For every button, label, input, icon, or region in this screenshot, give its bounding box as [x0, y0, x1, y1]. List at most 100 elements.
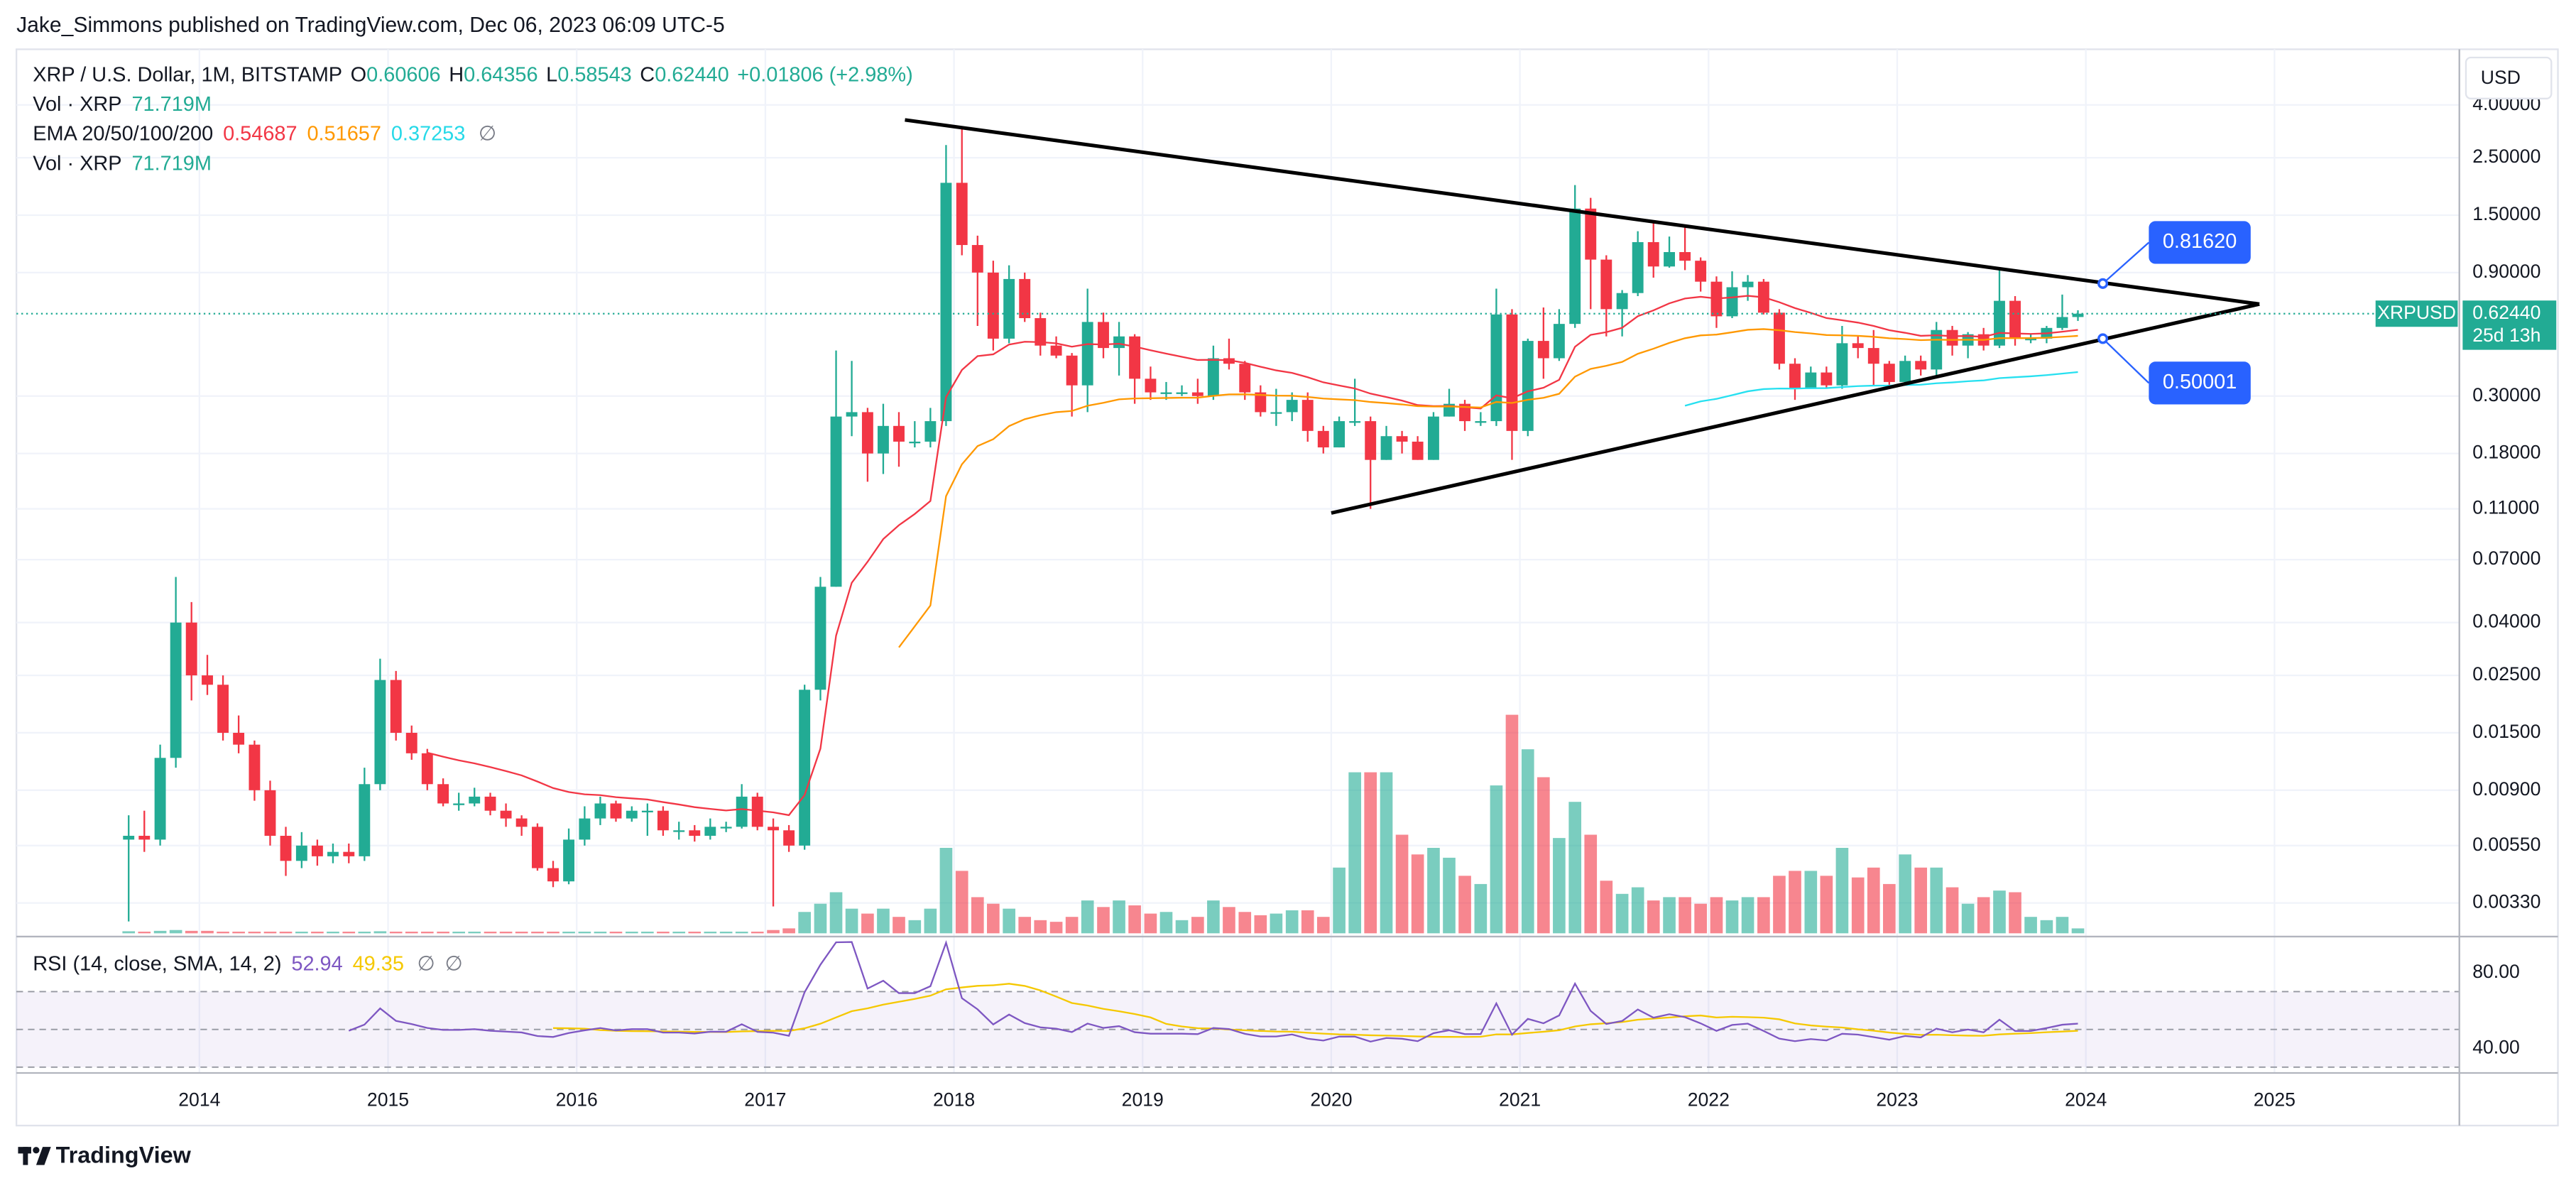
x-tick-label: 2024: [2065, 1089, 2107, 1110]
volume-bar: [1631, 887, 1644, 934]
countdown-label: 25d 13h: [2472, 325, 2540, 346]
volume-bar: [1474, 883, 1488, 934]
volume-bar: [420, 932, 434, 934]
candle-body: [1773, 312, 1785, 364]
candle-body: [249, 744, 261, 790]
currency-box[interactable]: [2465, 56, 2553, 99]
candle-body: [673, 830, 685, 832]
callout-connector: [2102, 338, 2150, 384]
volume-bar: [893, 917, 905, 934]
symbol-tag-label: XRPUSD: [2377, 302, 2456, 323]
volume-bar: [1490, 785, 1503, 934]
candle-body: [1522, 341, 1534, 431]
candle-body: [1066, 355, 1078, 386]
candle-body: [1301, 400, 1314, 431]
candle-body: [1081, 322, 1093, 386]
candle-body: [1679, 251, 1691, 261]
volume-bar: [955, 871, 968, 934]
ema-name: EMA 20/50/100/200: [33, 122, 213, 145]
volume-bar: [719, 932, 733, 934]
volume-bar: [1820, 876, 1833, 934]
volume-bar: [1757, 897, 1770, 934]
candle-body: [1805, 372, 1817, 389]
volume-bar: [1537, 777, 1550, 934]
candle-body: [390, 680, 402, 733]
volume-bar: [908, 920, 922, 934]
candle-body: [405, 732, 417, 753]
candle-body: [1396, 436, 1408, 442]
candle-body: [846, 412, 858, 417]
candle-body: [1019, 278, 1031, 319]
volume-bar: [1694, 903, 1707, 934]
rsi-name: RSI (14, close, SMA, 14, 2): [33, 952, 281, 975]
ema-value: 0.54687: [223, 122, 297, 145]
volume-bar: [688, 932, 702, 934]
volume-bar: [704, 932, 717, 934]
candle-body: [327, 851, 339, 856]
callout-label: 0.50001: [2163, 371, 2237, 393]
volume-value: 71.719M: [131, 93, 211, 116]
x-tick-label: 2015: [367, 1089, 409, 1110]
candle-body: [736, 796, 748, 827]
logo-part: [36, 1147, 51, 1165]
currency: USD: [2481, 67, 2521, 88]
volume-bar: [641, 932, 654, 934]
volume-bar: [1521, 749, 1534, 934]
candle-body: [1506, 314, 1518, 431]
ema-line: [427, 295, 2078, 817]
grid-layer: [16, 49, 2460, 1074]
volume-name: Vol · XRP: [33, 152, 121, 175]
callout-point: [2097, 333, 2109, 344]
candle-body: [814, 587, 826, 690]
ema-icon[interactable]: ∅: [479, 122, 496, 145]
candle-body: [924, 421, 937, 442]
volume-bar: [327, 932, 339, 934]
volume-bar: [751, 932, 764, 934]
ohlc-key: O: [351, 63, 366, 86]
volume-bar: [1348, 772, 1361, 934]
candle-body: [987, 272, 999, 339]
symbol-tag: [2375, 300, 2458, 327]
footer-logo: [18, 1147, 51, 1165]
x-tick-label: 2017: [744, 1089, 786, 1110]
candle-body: [484, 796, 496, 811]
volume-bar: [138, 932, 151, 934]
volume-bar: [1647, 900, 1660, 934]
volume-bar: [499, 932, 513, 934]
volume-bar: [547, 932, 560, 934]
volume-bar: [1097, 907, 1110, 934]
candle-body: [783, 830, 795, 846]
candle-body: [233, 732, 245, 745]
ohlc-value: 0.58543: [557, 63, 631, 86]
callout-connector: [2102, 241, 2150, 285]
candle-body: [1899, 361, 1911, 382]
rsi-icon[interactable]: ∅: [417, 952, 435, 975]
candle-body: [1160, 392, 1172, 394]
volume-bar: [1254, 915, 1267, 934]
volume-value: 71.719M: [131, 152, 211, 175]
volume-bar: [1380, 772, 1393, 934]
candle-body: [343, 851, 355, 856]
volume-bar: [1364, 772, 1377, 934]
volume-bar: [295, 932, 308, 934]
candle-body: [1585, 208, 1597, 260]
candle-body: [1050, 345, 1062, 356]
rsi-icon[interactable]: ∅: [445, 952, 463, 975]
rsi-value: 52.94: [291, 952, 342, 975]
y-tick-label: 0.02500: [2472, 663, 2540, 685]
ohlc-value: 0.62440: [655, 63, 728, 86]
candle-body: [751, 796, 763, 827]
volume-bar: [185, 930, 198, 934]
y-tick-label: 0.01500: [2472, 721, 2540, 742]
callout-box: [2149, 361, 2251, 405]
volume-bar: [1034, 920, 1047, 934]
x-tick-label: 2023: [1876, 1089, 1918, 1110]
volume-bar: [1710, 897, 1723, 934]
legend-volume: Vol · XRP 71.719M: [33, 152, 212, 175]
symbol: XRP / U.S. Dollar, 1M, BITSTAMP: [33, 63, 342, 86]
x-tick-label: 2019: [1122, 1089, 1164, 1110]
volume-bar: [2024, 917, 2037, 934]
volume-bar: [1128, 905, 1141, 934]
candle-body: [547, 868, 559, 882]
